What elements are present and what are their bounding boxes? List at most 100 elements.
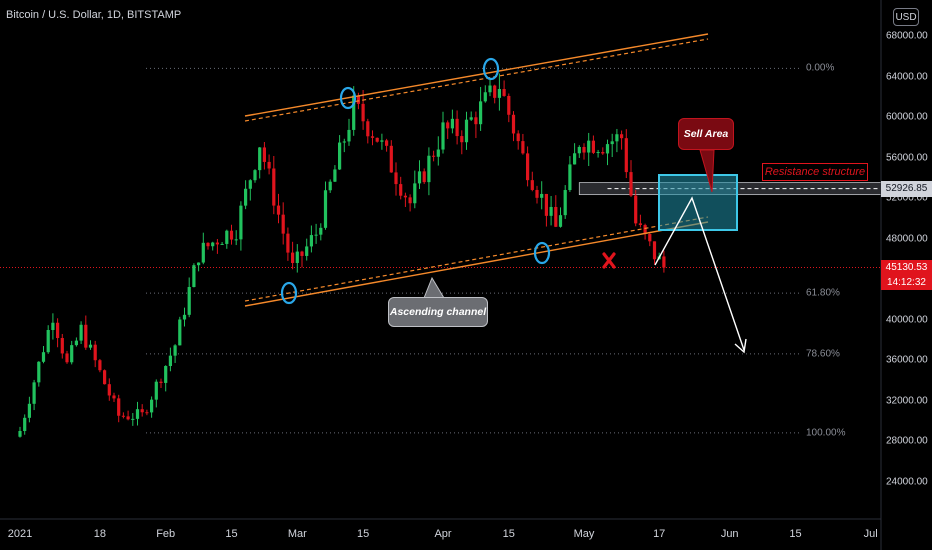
candle (605, 139, 610, 166)
candle (563, 185, 567, 219)
swing-marker-circle (533, 241, 551, 265)
candle (173, 344, 177, 363)
candle (234, 230, 238, 246)
candle (98, 358, 102, 373)
candle (323, 181, 328, 230)
fib-level-label: 61.80% (806, 287, 840, 299)
candle (526, 146, 530, 187)
candle (403, 192, 407, 208)
candle (187, 277, 191, 318)
candle (300, 250, 304, 268)
candle (427, 147, 431, 196)
candle (192, 263, 196, 288)
candle (591, 135, 595, 155)
candle (201, 232, 205, 265)
time-tick-label: Apr (434, 528, 452, 540)
candle (206, 242, 210, 250)
candle (41, 345, 46, 364)
candlestick-series (18, 73, 666, 438)
candle (638, 214, 642, 228)
time-tick-label: May (573, 528, 595, 540)
time-tick-label: 15 (502, 528, 515, 540)
candle (493, 84, 497, 104)
candle (408, 194, 412, 212)
candle (568, 156, 572, 192)
candle (573, 143, 577, 165)
candle (168, 347, 172, 372)
candle (582, 143, 586, 160)
time-tick-label: 15 (225, 528, 238, 540)
candle (511, 111, 516, 142)
candle (295, 244, 299, 273)
time-tick-label: Jun (720, 528, 739, 540)
candle (229, 224, 234, 245)
candle (535, 185, 539, 204)
ascending-channel (244, 33, 709, 307)
candle (32, 379, 36, 411)
candle (648, 233, 652, 247)
candle (281, 202, 285, 245)
candle (596, 149, 600, 158)
resistance-price-tag: 52926.85 (881, 181, 932, 197)
candle (342, 138, 346, 153)
candle (413, 170, 417, 209)
candle (474, 111, 478, 139)
time-tick-label: Mar (287, 528, 307, 540)
candle (544, 193, 548, 227)
candle (483, 85, 487, 103)
candle (620, 130, 624, 150)
candle (112, 392, 116, 402)
candle (74, 337, 78, 347)
projection-arrows (423, 149, 747, 354)
candle (164, 365, 168, 392)
candle (370, 130, 375, 146)
candle (60, 333, 64, 359)
candle (436, 136, 440, 166)
arrow-head-icon (734, 338, 747, 354)
candle (549, 196, 553, 226)
candle (455, 110, 459, 145)
candle (197, 262, 201, 272)
candle (460, 130, 464, 155)
candle (652, 241, 657, 265)
price-tick-label: 28000.00 (886, 435, 928, 447)
candle (305, 238, 309, 261)
candle (634, 190, 638, 227)
channel-lower-line (244, 221, 709, 307)
candle (135, 401, 140, 426)
candle (441, 111, 445, 154)
candle (464, 111, 469, 150)
currency-button[interactable]: USD (893, 8, 919, 26)
candle (347, 118, 351, 146)
price-tick-label: 40000.00 (886, 314, 928, 325)
candle (497, 73, 501, 111)
candle (399, 176, 403, 200)
candle (182, 307, 187, 327)
candle (262, 142, 266, 170)
candle (361, 89, 365, 130)
swing-marker-circle (482, 57, 500, 81)
candle (558, 207, 563, 228)
time-tick-label: 15 (356, 528, 370, 540)
candle (394, 162, 398, 196)
time-tick-label: Feb (156, 528, 176, 540)
candle (338, 135, 342, 170)
candle (601, 147, 605, 155)
candle (258, 147, 262, 179)
price-tick-label: 32000.00 (886, 395, 928, 406)
candle (389, 140, 393, 173)
fib-level-label: 0.00% (806, 62, 835, 74)
candle (333, 165, 337, 182)
candle (380, 133, 384, 150)
channel-upper-dashed-line (244, 38, 709, 122)
candle (375, 137, 379, 143)
candle (51, 313, 55, 340)
candle (107, 378, 111, 401)
price-tick-label: 56000.00 (886, 152, 928, 163)
last-price-tag: 45130.53 (881, 260, 932, 275)
candle (272, 155, 276, 215)
price-tick-label: 52000.00 (886, 192, 928, 204)
candle (267, 154, 271, 175)
candle (587, 132, 591, 167)
